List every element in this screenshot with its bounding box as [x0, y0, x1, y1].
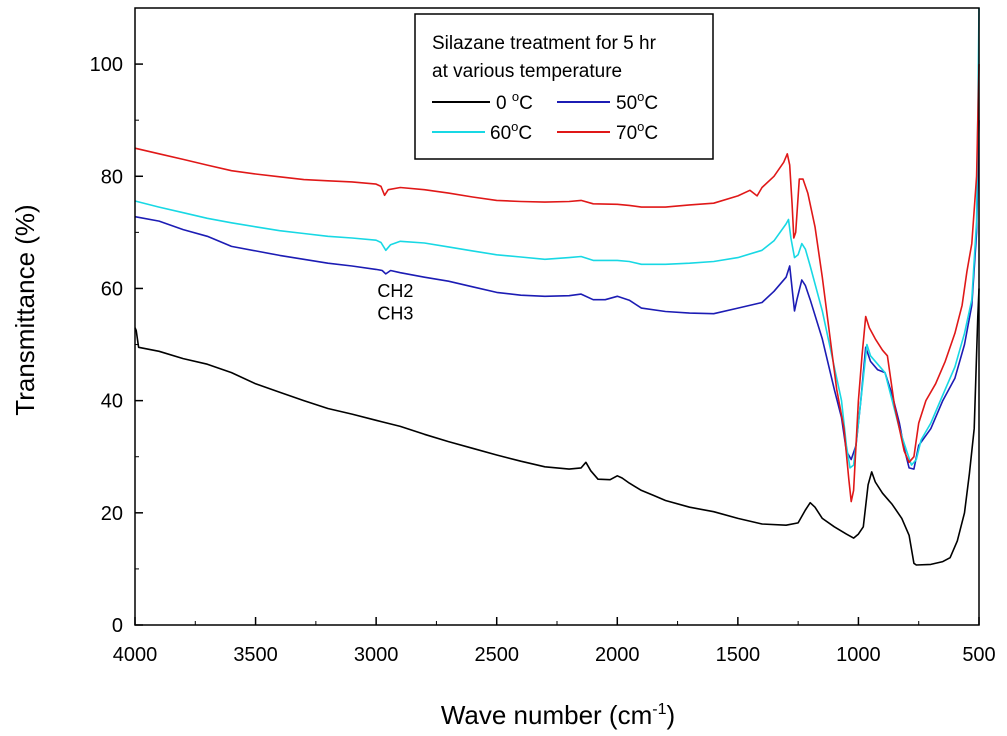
- series-line-50c: [134, 120, 980, 470]
- x-axis: 4000 3500 3000 2500 2000 1500 1000 500: [113, 617, 996, 666]
- y-tick-label-80: 80: [101, 166, 123, 188]
- legend-label-0c: 0 oC: [496, 89, 533, 114]
- y-tick-label-40: 40: [101, 391, 123, 413]
- legend-box: [414, 13, 714, 160]
- x-tick-label-500: 500: [962, 644, 995, 666]
- x-axis-title: Wave number (cm-1): [441, 700, 675, 730]
- x-tick-label-2000: 2000: [595, 644, 640, 666]
- y-tick-label-0: 0: [112, 615, 123, 637]
- series-layer: [134, 7, 980, 566]
- annotation-layer: CH2 CH3: [377, 281, 413, 323]
- y-tick-label-20: 20: [101, 503, 123, 525]
- series-line-0c: [134, 288, 980, 566]
- legend: Silazane treatment for 5 hr at various t…: [414, 13, 714, 160]
- y-tick-label-100: 100: [90, 54, 123, 76]
- legend-label-60c: 60oC: [490, 119, 532, 144]
- x-tick-label-1500: 1500: [716, 644, 761, 666]
- series-line-70c: [134, 64, 980, 503]
- y-axis-title: Transmittance (%): [10, 204, 40, 415]
- annotation-ch3: CH3: [377, 303, 413, 323]
- x-tick-label-3500: 3500: [233, 644, 278, 666]
- legend-title-line1: Silazane treatment for 5 hr: [432, 33, 657, 54]
- legend-label-70c: 70oC: [616, 119, 658, 144]
- annotation-ch2: CH2: [377, 281, 413, 301]
- x-tick-label-1000: 1000: [836, 644, 881, 666]
- x-tick-label-4000: 4000: [113, 644, 158, 666]
- legend-label-50c: 50oC: [616, 89, 658, 114]
- legend-title-line2: at various temperature: [432, 61, 622, 82]
- x-tick-label-3000: 3000: [354, 644, 399, 666]
- y-axis: 0 20 40 60 80 100: [90, 7, 143, 637]
- x-tick-label-2500: 2500: [474, 644, 519, 666]
- y-tick-label-60: 60: [101, 278, 123, 300]
